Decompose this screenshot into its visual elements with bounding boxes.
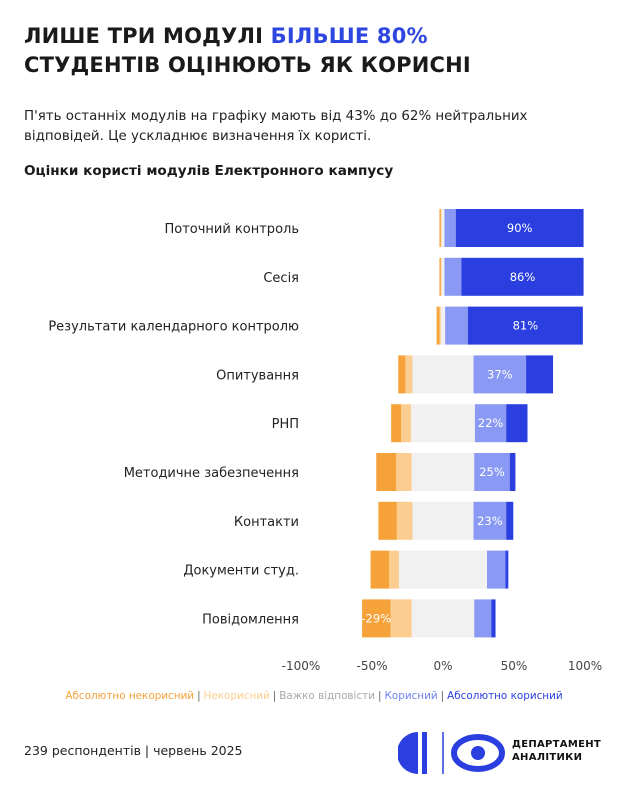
- respondents-note: 239 респондентів | червень 2025: [24, 743, 243, 758]
- data-label: 37%: [487, 367, 513, 381]
- bar-некорисний: [390, 599, 412, 638]
- chart-title: Оцінки користі модулів Електронного камп…: [24, 163, 394, 179]
- title-line2: СТУДЕНТІВ ОЦІНЮЮТЬ ЯК КОРИСНІ: [24, 53, 471, 77]
- bar-некорисний: [401, 404, 412, 443]
- bar-абсолютно-некорисний: [378, 501, 397, 540]
- bar-корисний: [444, 257, 462, 296]
- bar-важко-відповісти: [411, 404, 475, 443]
- bar-абсолютно-некорисний: [439, 209, 441, 247]
- bar-абсолютно-некорисний: [391, 404, 402, 443]
- category-label: Сесія: [263, 271, 299, 286]
- category-label: Документи студ.: [183, 564, 299, 579]
- bar-корисний: [487, 550, 506, 589]
- bar-абсолютно-некорисний: [436, 306, 440, 345]
- bar-важко-відповісти: [398, 550, 488, 589]
- data-label: -29%: [361, 611, 391, 625]
- bar-важко-відповісти: [412, 501, 474, 540]
- data-label: 86%: [510, 270, 536, 284]
- bar-абсолютно-корисний: [461, 257, 584, 296]
- bar-некорисний: [405, 355, 413, 394]
- bar-важко-відповісти: [411, 599, 475, 638]
- dept-line1: ДЕПАРТАМЕНТ: [512, 739, 602, 750]
- legend-separator: |: [440, 690, 445, 702]
- bar-важко-відповісти: [441, 209, 445, 247]
- bar-корисний: [474, 453, 510, 491]
- page-title: ЛИШЕ ТРИ МОДУЛІ БІЛЬШЕ 80% СТУДЕНТІВ ОЦІ…: [24, 22, 614, 80]
- data-label: 23%: [477, 514, 503, 528]
- bar-корисний: [444, 209, 456, 247]
- legend-item: Корисний: [384, 690, 438, 702]
- department-name: ДЕПАРТАМЕНТ АНАЛІТИКИ: [512, 738, 601, 764]
- bar-важко-відповісти: [412, 355, 474, 394]
- bar-абсолютно-некорисний: [362, 599, 391, 638]
- bar-абсолютно-некорисний: [376, 453, 397, 491]
- bar-некорисний: [440, 257, 442, 296]
- category-label: РНП: [272, 417, 299, 432]
- bar-абсолютно-некорисний: [439, 257, 441, 296]
- data-label: 25%: [479, 465, 505, 479]
- diverging-bar-chart: Поточний контроль Сесія Результати календа…: [48, 209, 602, 673]
- bar-некорисний: [396, 453, 412, 491]
- legend-item: Важко відповісти: [279, 690, 375, 702]
- bar-абсолютно-корисний: [467, 306, 583, 345]
- x-tick-label: 50%: [501, 659, 528, 673]
- department-logo-icon: [398, 732, 505, 774]
- title-part1: ЛИШЕ ТРИ МОДУЛІ: [24, 24, 271, 48]
- x-tick-label: -100%: [282, 659, 321, 673]
- legend-separator: |: [377, 690, 382, 702]
- bar-важко-відповісти: [411, 453, 475, 491]
- bar-абсолютно-некорисний: [370, 550, 390, 589]
- chart-legend: Абсолютно некорисний | Некорисний | Важко ві…: [0, 690, 628, 702]
- dept-line2: АНАЛІТИКИ: [512, 752, 583, 763]
- bar-некорисний: [396, 501, 413, 540]
- bar-корисний: [474, 599, 492, 638]
- title-accent: БІЛЬШЕ 80%: [270, 24, 428, 48]
- legend-separator: |: [272, 690, 277, 702]
- legend-item: Абсолютно некорисний: [65, 690, 195, 702]
- category-label: Повідомлення: [202, 612, 299, 627]
- category-label: Методичне забезпечення: [124, 466, 299, 481]
- category-label: Результати календарного контролю: [48, 320, 299, 335]
- bar-корисний: [473, 355, 527, 394]
- bar-корисний: [473, 501, 507, 540]
- bar-абсолютно-корисний: [455, 209, 584, 247]
- bar-абсолютно-некорисний: [398, 355, 406, 394]
- legend-item: Некорисний: [203, 690, 270, 702]
- bar-важко-відповісти: [441, 257, 445, 296]
- bar-абсолютно-корисний: [506, 501, 514, 540]
- subtitle: П'ять останніх модулів на графіку мають …: [24, 109, 528, 144]
- bar-корисний: [445, 306, 468, 345]
- bar-абсолютно-корисний: [491, 599, 496, 638]
- data-label: 22%: [478, 416, 504, 430]
- bar-абсолютно-корисний: [506, 404, 528, 443]
- bar-абсолютно-корисний: [526, 355, 554, 394]
- bar-некорисний: [440, 209, 442, 247]
- bar-корисний: [474, 404, 507, 443]
- bar-абсолютно-корисний: [509, 453, 516, 491]
- data-label: 90%: [507, 221, 533, 235]
- bar-некорисний: [439, 306, 441, 345]
- x-tick-label: 0%: [433, 659, 452, 673]
- bar-абсолютно-корисний: [505, 550, 509, 589]
- bar-важко-відповісти: [440, 306, 446, 345]
- x-tick-label: -50%: [356, 659, 387, 673]
- category-label: Опитування: [216, 368, 299, 383]
- category-label: Поточний контроль: [164, 222, 299, 237]
- x-tick-label: 100%: [568, 659, 602, 673]
- data-label: 81%: [513, 319, 539, 333]
- bar-некорисний: [389, 550, 399, 589]
- legend-item: Абсолютно корисний: [447, 690, 563, 702]
- legend-separator: |: [197, 690, 201, 702]
- category-label: Контакти: [234, 515, 299, 530]
